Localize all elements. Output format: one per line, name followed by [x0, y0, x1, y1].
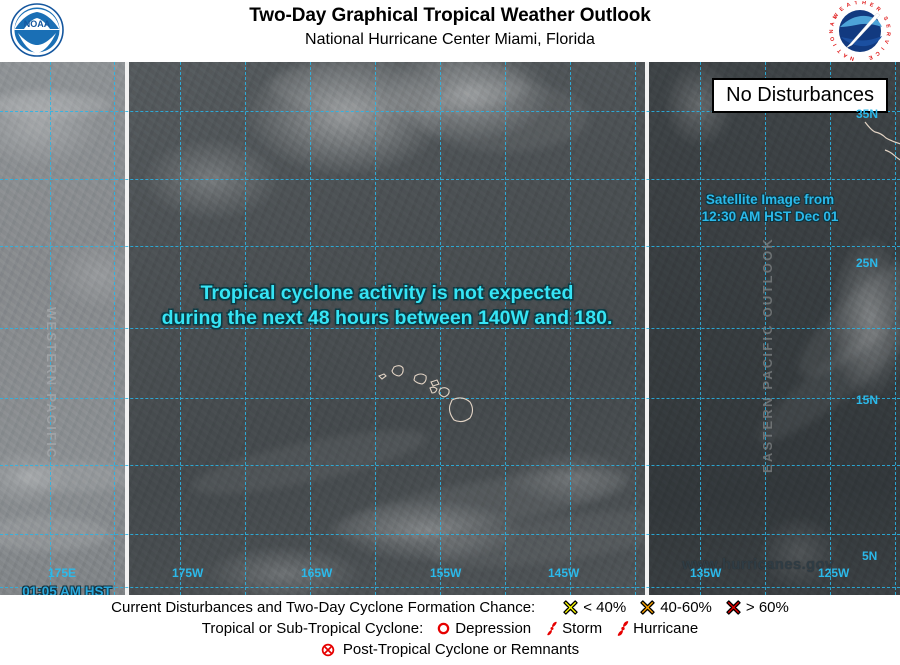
cloud-streak: [269, 62, 529, 114]
legend-item-hurricane: Hurricane: [616, 620, 698, 637]
svg-text:O: O: [830, 36, 837, 42]
post-tropical-icon: [321, 643, 335, 656]
outlook-message-line2: during the next 48 hours between 140W an…: [161, 307, 613, 329]
legend-row-formation-chance: Current Disturbances and Two-Day Cyclone…: [0, 597, 900, 618]
hawaii-islands-outline: [378, 365, 474, 423]
svg-text:L: L: [832, 14, 839, 20]
latitude-label: 15N: [856, 393, 879, 407]
x-red-icon: [726, 600, 741, 615]
svg-text:R: R: [885, 32, 891, 37]
legend: Current Disturbances and Two-Day Cyclone…: [0, 595, 900, 665]
map-texture-west: [0, 62, 125, 595]
cloud-streak: [419, 82, 589, 152]
baja-coastline: [864, 121, 900, 161]
svg-text:E: E: [867, 54, 873, 61]
legend-chance-low-label: < 40%: [583, 599, 627, 616]
website-watermark: www.hurricanes.gov: [682, 556, 834, 573]
legend-hurricane-label: Hurricane: [633, 620, 699, 637]
satellite-image-time: 12:30 AM HST Dec 01: [701, 209, 839, 224]
longitude-label: 165W: [301, 566, 333, 580]
legend-depression-label: Depression: [455, 620, 532, 637]
longitude-label: 175E: [48, 566, 77, 580]
svg-text:A: A: [842, 51, 849, 58]
legend-item-depression: Depression: [437, 620, 531, 637]
svg-text:I: I: [879, 46, 885, 51]
legend-chance-medium-label: 40-60%: [660, 599, 712, 616]
storm-icon: [547, 621, 557, 636]
legend-formation-chance-label: Current Disturbances and Two-Day Cyclone…: [111, 599, 536, 616]
satellite-map[interactable]: No Disturbances Satellite Image from 12:…: [0, 62, 900, 595]
outlook-message-line1: Tropical cyclone activity is not expecte…: [200, 282, 574, 304]
longitude-label: 145W: [548, 566, 580, 580]
eastern-pacific-region-label: EASTERN PACIFIC OUTLOOK: [760, 237, 775, 473]
latitude-label: 25N: [856, 256, 879, 270]
title-block: Two-Day Graphical Tropical Weather Outlo…: [120, 4, 780, 51]
svg-text:V: V: [882, 39, 889, 45]
satellite-image-label: Satellite Image from: [705, 192, 835, 207]
longitude-label: 175W: [172, 566, 204, 580]
local-time-stamp: 01:05 AM HST Mon Dec 01 2025: [8, 583, 126, 595]
legend-post-tropical-label: Post-Tropical Cyclone or Remnants: [342, 641, 580, 658]
cloud-streak: [0, 92, 110, 118]
svg-text:E: E: [869, 2, 875, 9]
noaa-logo: NOAA: [10, 3, 64, 57]
hurricane-icon: [617, 621, 629, 636]
legend-row-post-tropical: Post-Tropical Cyclone or Remnants: [0, 639, 900, 660]
legend-item-storm: Storm: [545, 620, 602, 637]
latitude-label: 35N: [856, 107, 879, 121]
satellite-image-timestamp: Satellite Image from 12:30 AM HST Dec 01: [690, 191, 850, 225]
legend-item-chance-high: > 60%: [726, 599, 789, 616]
svg-text:E: E: [839, 6, 846, 13]
svg-text:E: E: [884, 24, 891, 29]
legend-item-chance-low: < 40%: [563, 599, 626, 616]
svg-text:T: T: [836, 47, 843, 54]
longitude-label: 135W: [690, 566, 722, 580]
legend-cyclone-type-label: Tropical or Sub-Tropical Cyclone:: [201, 620, 424, 637]
page-subtitle: National Hurricane Center Miami, Florida: [305, 31, 595, 48]
svg-text:A: A: [846, 2, 852, 9]
page-header: NOAA Two-Day Graphical Tropical Weather …: [0, 0, 900, 62]
map-panel-western-pacific: [0, 62, 125, 595]
svg-text:H: H: [862, 1, 867, 7]
svg-text:I: I: [832, 42, 838, 47]
western-pacific-region-label: WESTERN PACIFIC: [44, 307, 59, 460]
local-time-value: 01:05 AM HST: [22, 584, 112, 595]
page-title: Two-Day Graphical Tropical Weather Outlo…: [249, 5, 651, 26]
svg-text:W: W: [832, 12, 840, 20]
x-yellow-icon: [563, 600, 578, 615]
longitude-label: 155W: [430, 566, 462, 580]
outlook-message: Tropical cyclone activity is not expecte…: [129, 281, 645, 331]
svg-text:N: N: [849, 54, 854, 61]
x-orange-icon: [640, 600, 655, 615]
depression-icon: [438, 622, 450, 635]
longitude-label: 125W: [818, 566, 850, 580]
svg-text:T: T: [854, 1, 859, 6]
no-disturbances-banner: No Disturbances: [712, 78, 888, 113]
svg-text:C: C: [874, 49, 881, 56]
svg-text:S: S: [882, 16, 889, 22]
nws-logo: W E A T H E R S E R V I C E N A T I O N …: [829, 1, 891, 61]
latitude-label: 5N: [862, 549, 878, 563]
legend-row-cyclone-types: Tropical or Sub-Tropical Cyclone: Depres…: [0, 618, 900, 639]
legend-item-chance-medium: 40-60%: [640, 599, 712, 616]
svg-text:N: N: [829, 29, 835, 33]
svg-text:R: R: [875, 6, 882, 13]
svg-text:NOAA: NOAA: [24, 19, 51, 29]
legend-storm-label: Storm: [562, 620, 603, 637]
svg-text:A: A: [829, 22, 836, 27]
legend-chance-high-label: > 60%: [745, 599, 789, 616]
cloud-streak: [20, 462, 125, 492]
